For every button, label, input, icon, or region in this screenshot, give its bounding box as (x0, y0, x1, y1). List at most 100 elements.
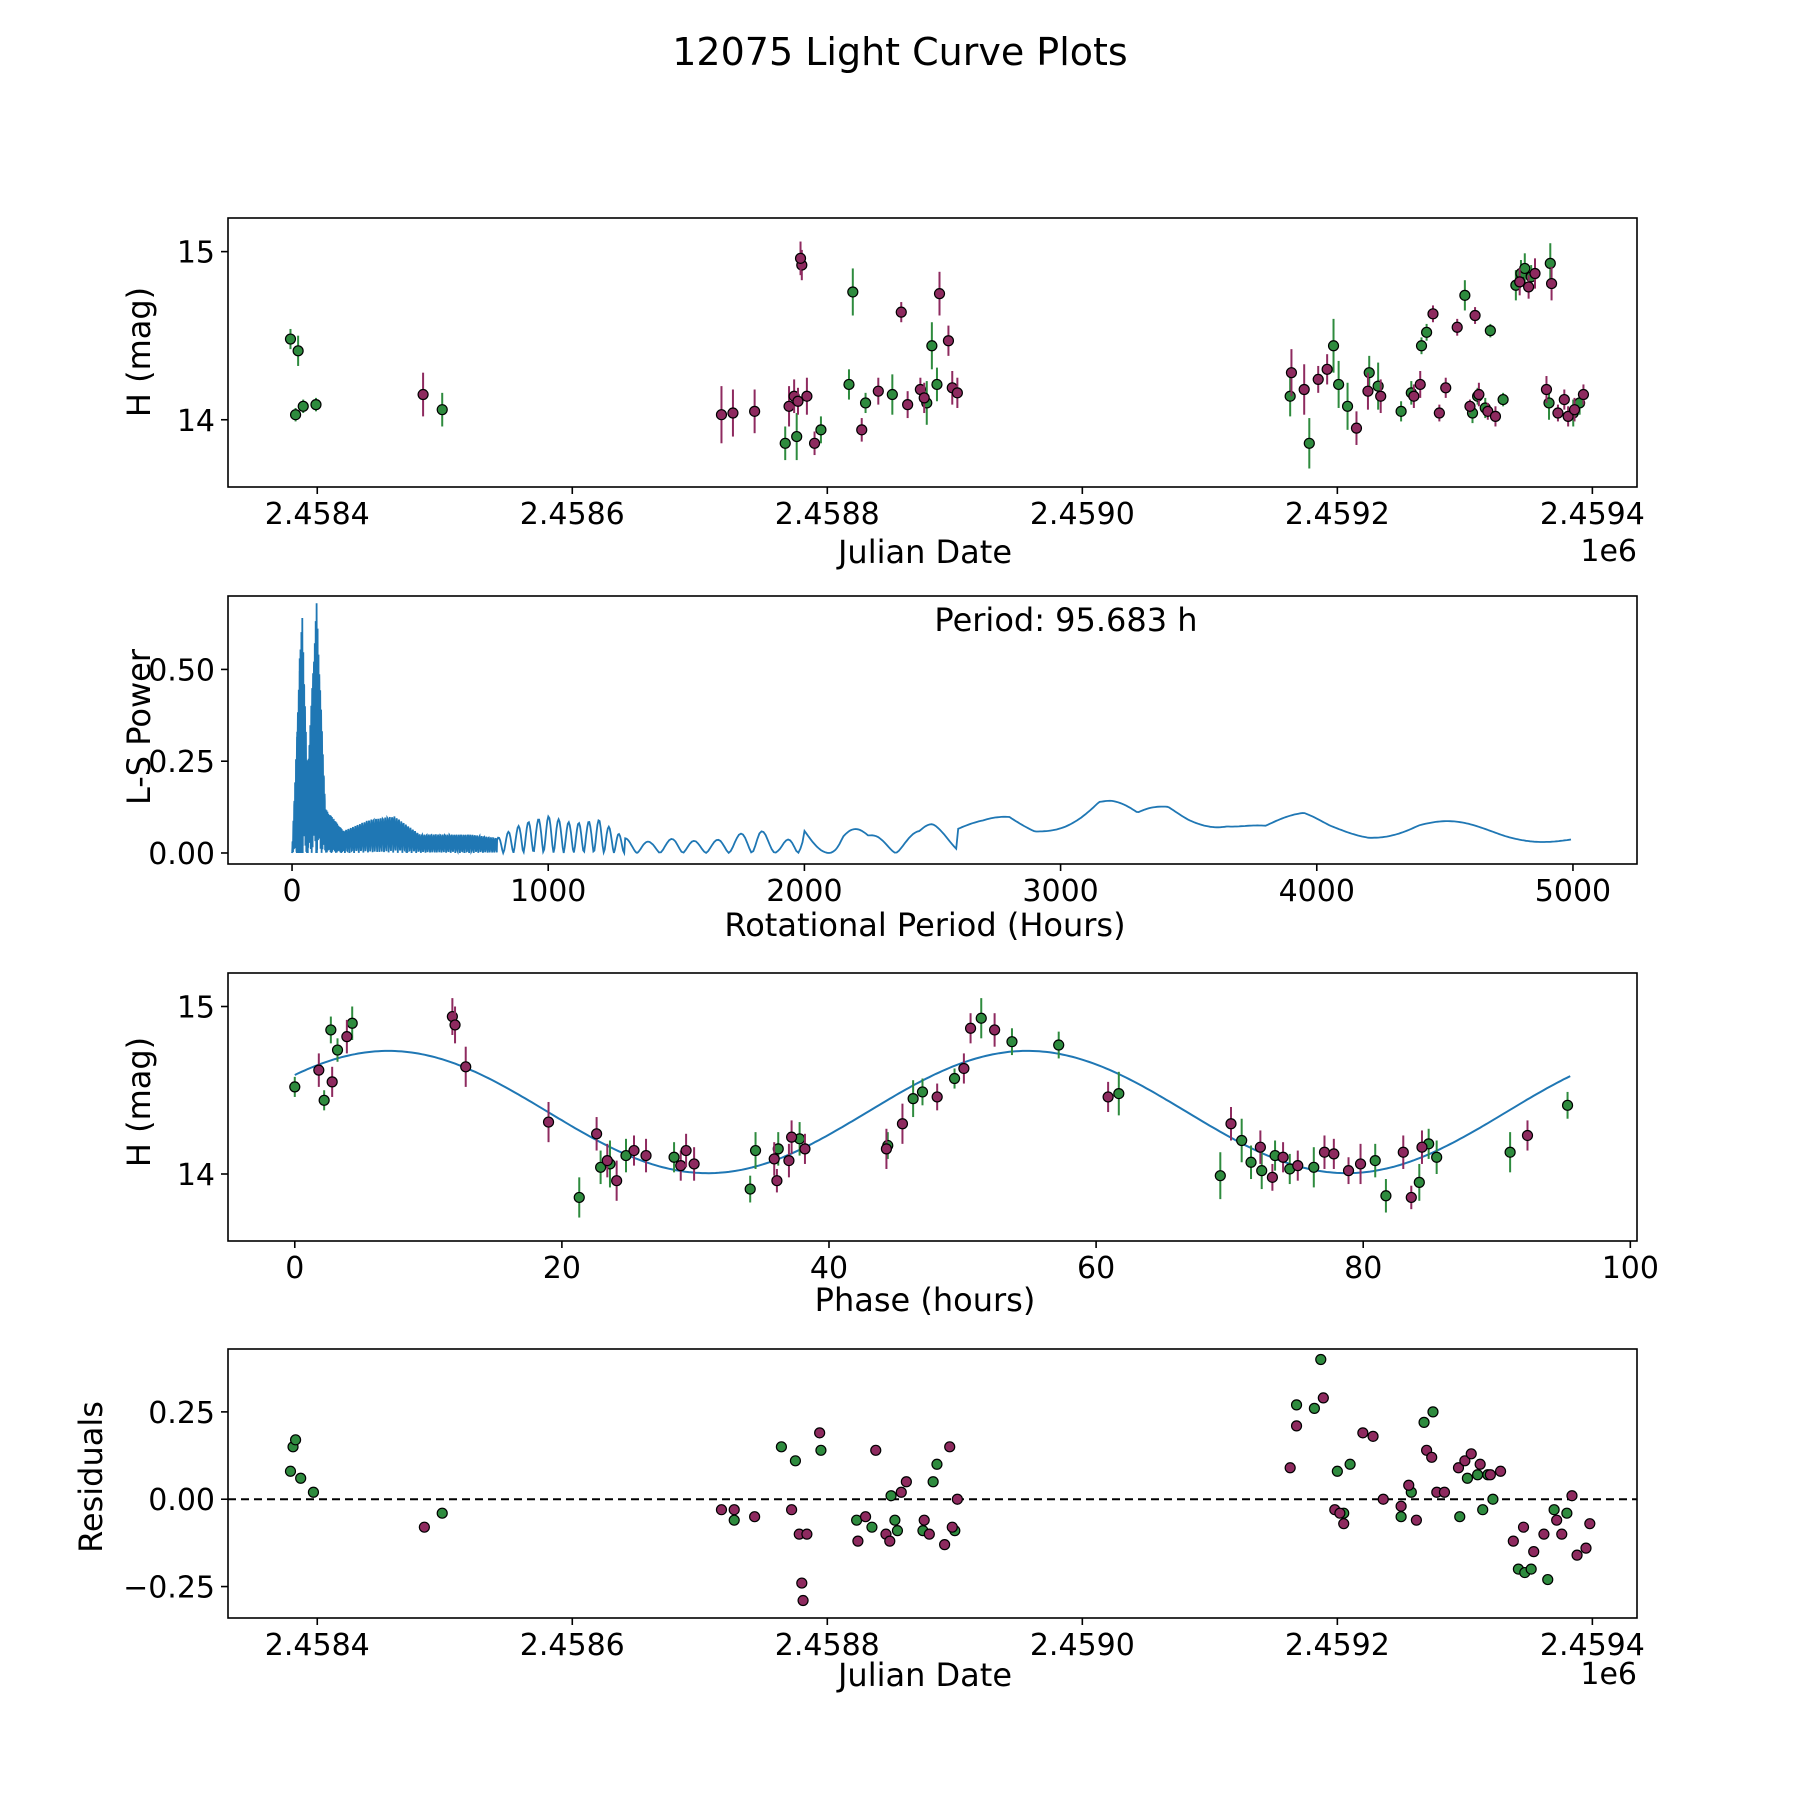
phased-point (880, 1143, 893, 1155)
lightcurve-point (292, 345, 304, 357)
periodogram-xtick-label: 1000 (510, 874, 586, 909)
phased-ylabel: H (mag) (120, 1037, 158, 1167)
residuals-point (1517, 1521, 1530, 1533)
residuals-point (1571, 1549, 1583, 1561)
residuals-point (1317, 1392, 1329, 1404)
lightcurve-point (1540, 383, 1553, 396)
lightcurve-point (310, 399, 322, 411)
lightcurve-point (1427, 308, 1439, 320)
lightcurve-point (856, 424, 868, 436)
phased-xtick-label: 20 (543, 1251, 581, 1286)
phased-point (948, 1072, 961, 1085)
phased-point (1318, 1146, 1331, 1158)
residuals-point (436, 1507, 448, 1519)
residuals-point (891, 1525, 904, 1537)
phased-point (1225, 1118, 1237, 1130)
phased-point (289, 1081, 301, 1093)
periodogram-ytick-label: 0.00 (148, 837, 215, 872)
phased-point (313, 1064, 325, 1076)
residuals-point (1465, 1448, 1477, 1460)
lightcurve-point (1414, 378, 1426, 391)
residuals-plot-area (228, 1353, 1637, 1607)
residuals-point (1561, 1507, 1573, 1519)
residuals-point (1395, 1511, 1407, 1523)
residuals-xtick-label: 2.4588 (775, 1628, 880, 1663)
phased-xlabel: Phase (hours) (815, 1281, 1036, 1319)
residuals-point (1290, 1399, 1303, 1411)
phased-point (799, 1143, 811, 1155)
lightcurve-point (1433, 407, 1445, 419)
phased-point (341, 1031, 353, 1043)
lightcurve-point (1514, 276, 1526, 288)
residuals-point (1290, 1420, 1303, 1432)
residuals-point (885, 1490, 897, 1502)
phased-point (1342, 1165, 1355, 1177)
residuals-point (1284, 1462, 1296, 1474)
residuals-point (1426, 1451, 1438, 1463)
phased-point (318, 1094, 330, 1106)
residuals-point (1338, 1518, 1350, 1530)
lightcurve-point (779, 437, 791, 449)
lightcurve-plot-area (284, 241, 1590, 469)
lightcurve-point (1552, 407, 1564, 419)
phased-point (1405, 1191, 1417, 1204)
residuals-point (1566, 1490, 1578, 1502)
residuals-xtick-label: 2.4584 (265, 1628, 370, 1663)
lightcurve-ytick-label: 15 (177, 236, 215, 271)
lightcurve-xtick-label: 2.4584 (265, 497, 370, 532)
periodogram-ytick-label: 0.50 (148, 653, 215, 688)
lightcurve-point (1497, 393, 1509, 406)
residuals-point (749, 1511, 761, 1523)
residuals-point (1308, 1402, 1320, 1414)
residuals-point (1459, 1455, 1471, 1467)
periodogram-axes: L-S Power Rotational Period (Hours) Peri… (120, 595, 1638, 944)
phased-point (1354, 1158, 1367, 1170)
lightcurve-point (1363, 367, 1375, 379)
residuals-xtick-label: 2.4586 (520, 1628, 625, 1663)
lightcurve-point (918, 392, 930, 404)
residuals-point (1403, 1479, 1415, 1491)
residuals-point (859, 1511, 872, 1523)
periodogram-xtick-label: 4000 (1279, 874, 1355, 909)
residuals-point (715, 1504, 728, 1516)
periodogram-line (291, 603, 1572, 857)
phased-point (1431, 1151, 1443, 1163)
residuals-point (939, 1539, 951, 1551)
lightcurve-point (715, 409, 728, 421)
phased-xtick-label: 100 (1602, 1251, 1659, 1286)
residuals-point (1487, 1493, 1499, 1505)
residuals-point (289, 1434, 302, 1446)
phased-xtick-label: 80 (1344, 1251, 1382, 1286)
lightcurve-point (815, 424, 827, 436)
lightcurve-point (808, 437, 821, 449)
lightcurve-point (1489, 410, 1502, 422)
phased-point (931, 1091, 943, 1103)
phased-point (640, 1149, 652, 1162)
residuals-point (728, 1514, 740, 1526)
lightcurve-axes: H (mag) Julian Date 1e6 2.4584 2.4586 2.45… (120, 217, 1645, 571)
phased-point (573, 1191, 585, 1204)
lightcurve-point (1523, 281, 1535, 293)
residuals-frame (227, 1348, 1638, 1619)
phased-point (611, 1175, 623, 1187)
lightcurve-point (1558, 393, 1570, 406)
periodogram-xlabel: Rotational Period (Hours) (724, 906, 1125, 944)
lightcurve-point (792, 395, 804, 407)
phased-point (744, 1183, 756, 1195)
lightcurve-point (843, 378, 855, 391)
lightcurve-point (1459, 289, 1471, 301)
periodogram-plot-area (291, 603, 1572, 857)
lightcurve-point (1303, 437, 1315, 449)
lightcurve-xtick-label: 2.4594 (1540, 497, 1645, 532)
residuals-point (1377, 1493, 1389, 1505)
lightcurve-point (1421, 326, 1433, 338)
phased-point (916, 1086, 929, 1098)
phased-xtick-label: 0 (285, 1251, 304, 1286)
lightcurve-ylabel: H (mag) (120, 287, 158, 417)
residuals-point (284, 1465, 297, 1477)
lightcurve-point (284, 333, 297, 345)
phased-point (768, 1153, 780, 1165)
lightcurve-point (801, 390, 813, 402)
residuals-point (1452, 1462, 1465, 1474)
phased-point (1006, 1036, 1018, 1048)
